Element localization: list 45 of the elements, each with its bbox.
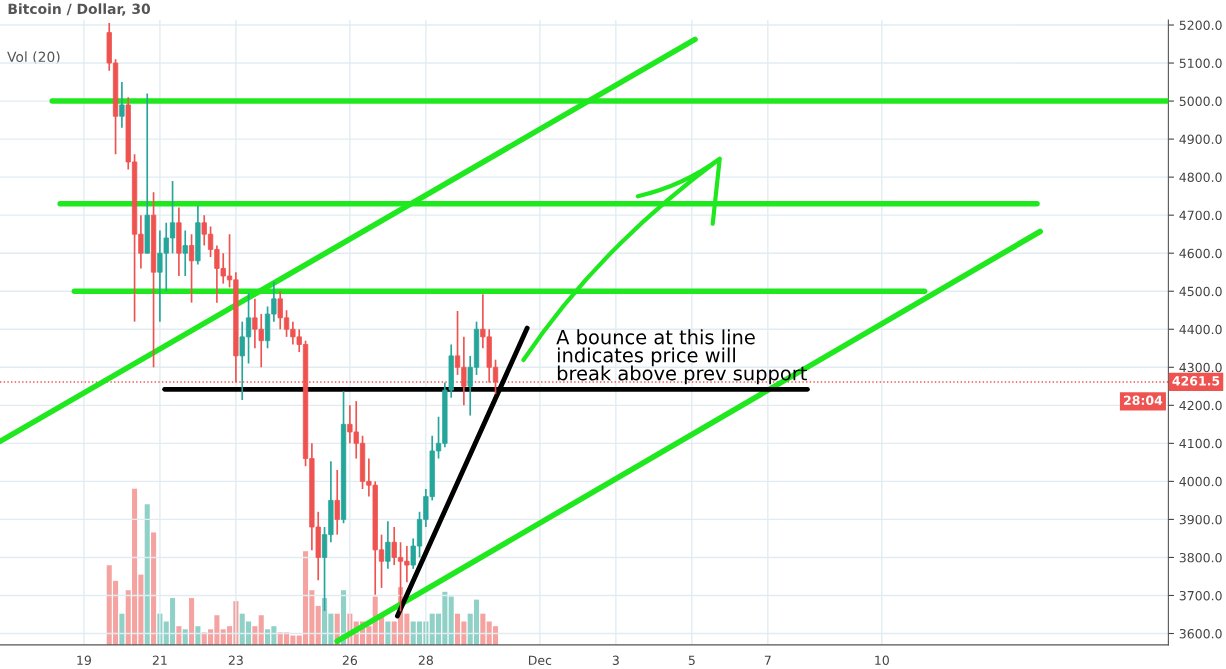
candlestick: [188, 233, 195, 304]
y-tick-label: 4800.0: [1179, 172, 1222, 183]
y-tick-label: 5000.0: [1179, 96, 1222, 106]
x-tick-label: 3: [612, 655, 619, 666]
y-tick-label: 5200.0: [1179, 20, 1222, 30]
y-tick-label: 3900.0: [1179, 514, 1222, 525]
y-tick-label: 4500.0: [1179, 286, 1222, 297]
candlestick: [119, 81, 125, 129]
x-tick-label: 10: [875, 655, 889, 666]
x-tick-label: 7: [764, 655, 771, 665]
bar: [119, 613, 125, 645]
y-tick-label: 3800.0: [1179, 552, 1222, 563]
x-tick-label: 19: [77, 655, 91, 666]
y-tick-label: 3700.0: [1179, 590, 1222, 601]
candlestick: [334, 469, 340, 536]
bar: [448, 596, 454, 645]
y-tick-label: 3600.0: [1179, 628, 1222, 639]
y-tick-label: 4900.0: [1179, 134, 1222, 145]
x-tick-label: 23: [228, 655, 243, 666]
y-tick-label: 5100.0: [1179, 58, 1222, 68]
y-tick-label: 4400.0: [1179, 324, 1222, 335]
x-tick-label: 28: [418, 655, 433, 666]
ref-line-label: 4261.5: [1172, 376, 1220, 386]
candlestick: [182, 229, 188, 277]
y-tick-label: 4600.0: [1179, 248, 1222, 259]
y-tick-label: 4100.0: [1179, 438, 1222, 449]
bar: [385, 621, 391, 645]
x-tick-label: 26: [342, 655, 358, 666]
chart-title: Vol (20): [7, 51, 60, 64]
bar: [189, 598, 195, 645]
y-tick-label: 4200.0: [1179, 400, 1222, 411]
bar: [480, 613, 486, 645]
bar: [258, 615, 264, 645]
bar: [144, 504, 150, 645]
annotation: 28:04: [1124, 395, 1163, 405]
candlestick: [385, 520, 391, 570]
y-tick-label: 4300.0: [1179, 362, 1222, 373]
bar: [151, 532, 157, 645]
chart-title: Bitcoin / Dollar, 30: [8, 3, 151, 16]
x-tick-label: 5: [688, 655, 695, 666]
bar: [315, 605, 321, 645]
y-tick-label: 4000.0: [1179, 476, 1222, 487]
x-tick-label: 21: [152, 655, 167, 665]
y-tick-label: 4700.0: [1179, 210, 1222, 221]
x-tick-label: Dec: [528, 655, 552, 666]
